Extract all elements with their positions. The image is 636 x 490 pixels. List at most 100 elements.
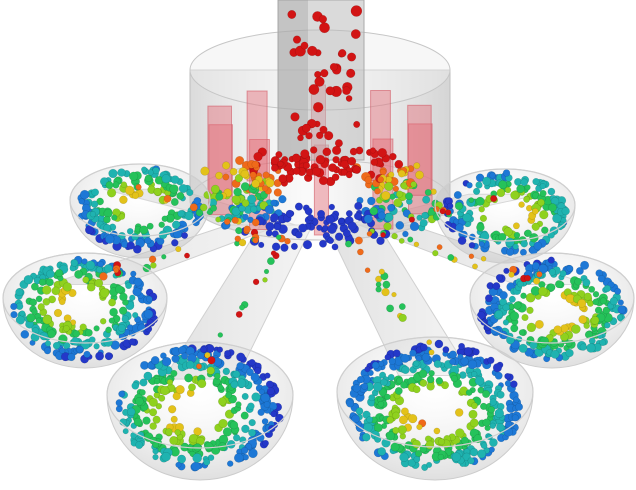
particle	[548, 268, 557, 276]
particle	[450, 374, 459, 383]
particle	[474, 375, 485, 386]
particle	[512, 222, 520, 230]
particle	[394, 159, 404, 169]
particle	[449, 358, 457, 366]
particle	[109, 307, 118, 317]
particle	[248, 448, 258, 459]
particle	[241, 199, 250, 207]
particle	[31, 308, 38, 315]
particle	[472, 263, 478, 270]
particle	[177, 454, 187, 464]
particle	[126, 241, 135, 250]
particle	[23, 274, 34, 285]
particle	[165, 428, 173, 436]
particle	[539, 336, 550, 347]
particle	[302, 161, 311, 170]
particle	[565, 348, 574, 358]
particle	[478, 241, 485, 248]
particle	[320, 69, 329, 78]
particle	[277, 160, 284, 168]
particle	[35, 317, 42, 324]
particle	[424, 188, 432, 196]
particle	[143, 371, 153, 381]
particle	[170, 198, 179, 206]
particle	[325, 86, 335, 96]
particle	[232, 370, 241, 379]
particle	[463, 346, 473, 356]
particle	[398, 237, 405, 244]
particle	[86, 282, 96, 292]
particle	[115, 405, 123, 413]
particle	[342, 86, 351, 96]
particle	[492, 282, 501, 291]
particle	[238, 238, 247, 247]
particle	[224, 349, 231, 357]
particle	[454, 201, 464, 211]
particle	[539, 183, 546, 190]
particle	[95, 351, 105, 361]
particle	[149, 422, 157, 430]
particle	[533, 277, 541, 285]
particle	[252, 278, 260, 286]
particle	[217, 384, 224, 391]
particle	[364, 366, 371, 373]
particle	[253, 151, 263, 162]
particle	[539, 189, 547, 197]
particle	[155, 402, 163, 410]
particle	[369, 147, 377, 154]
particle	[88, 336, 96, 344]
particle	[592, 290, 600, 298]
particle	[161, 174, 171, 184]
particle	[236, 378, 247, 388]
particle	[387, 203, 395, 212]
particle	[264, 372, 271, 379]
particle	[353, 120, 361, 128]
particle	[372, 382, 383, 392]
particle	[614, 287, 622, 295]
particle	[617, 305, 627, 314]
particle	[316, 224, 323, 231]
particle	[265, 221, 275, 231]
particle	[498, 180, 508, 190]
particle	[26, 313, 36, 323]
particle	[231, 194, 241, 205]
particle	[407, 458, 416, 467]
particle	[160, 385, 170, 396]
particle	[369, 206, 379, 216]
particle	[103, 223, 111, 232]
particle	[120, 181, 128, 188]
particle	[273, 188, 282, 197]
particle	[78, 198, 85, 205]
particle	[242, 213, 249, 221]
particle	[223, 218, 231, 226]
particle	[144, 174, 153, 183]
particle	[174, 429, 181, 436]
particle	[476, 311, 486, 320]
particle	[327, 224, 337, 234]
particle	[384, 181, 394, 191]
particle	[222, 367, 231, 376]
particle	[422, 195, 431, 204]
particle	[354, 201, 363, 211]
particle	[319, 239, 327, 248]
particle	[292, 35, 302, 44]
particle	[531, 207, 539, 215]
particle	[261, 185, 269, 192]
particle	[524, 274, 531, 282]
particle	[400, 353, 410, 363]
particle	[397, 169, 406, 178]
particles	[10, 5, 628, 472]
particle	[63, 325, 70, 332]
particle	[583, 322, 590, 330]
particle	[510, 324, 519, 333]
particle	[409, 221, 420, 232]
particle	[158, 221, 165, 229]
particle	[189, 203, 198, 212]
particle	[250, 372, 260, 382]
particle	[292, 167, 301, 175]
particle	[367, 196, 376, 206]
particle	[89, 211, 97, 218]
particle	[400, 381, 408, 389]
particle	[319, 125, 328, 134]
particle	[93, 325, 100, 332]
